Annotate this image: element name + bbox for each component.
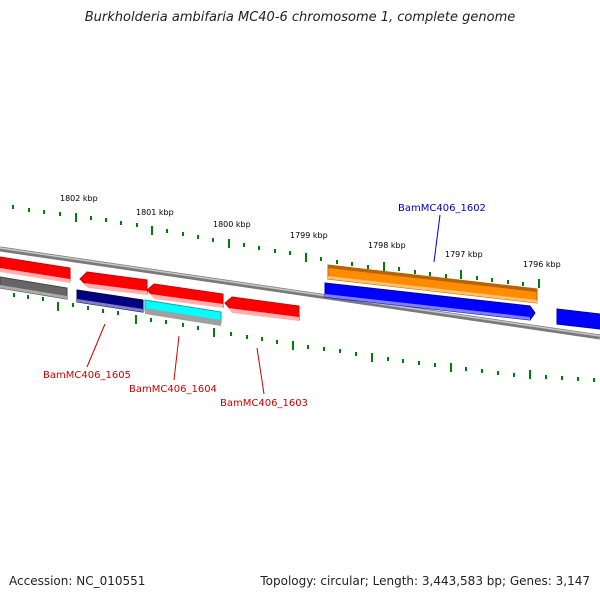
tick-label-1800: 1800 kbp bbox=[213, 220, 251, 229]
gene-label-1605[interactable]: BamMC406_1605 bbox=[43, 370, 131, 381]
tick-label-1797: 1797 kbp bbox=[445, 250, 483, 259]
tick-label-1799: 1799 kbp bbox=[290, 231, 328, 240]
gene-label-1603[interactable]: BamMC406_1603 bbox=[220, 398, 308, 409]
gene-label-1604[interactable]: BamMC406_1604 bbox=[129, 384, 217, 395]
gene-label-1602[interactable]: BamMC406_1602 bbox=[398, 203, 486, 214]
tick-label-1801: 1801 kbp bbox=[136, 208, 174, 217]
leader-line-1605 bbox=[86, 323, 106, 368]
leader-line-1602 bbox=[433, 214, 441, 263]
outer-tick-ring bbox=[12, 205, 540, 288]
tick-label-1798: 1798 kbp bbox=[368, 241, 406, 250]
inner-tick-ring bbox=[13, 293, 595, 382]
tick-label-1796: 1796 kbp bbox=[523, 260, 561, 269]
leader-line-1603 bbox=[256, 347, 265, 395]
genome-summary-text: Topology: circular; Length: 3,443,583 bp… bbox=[260, 574, 590, 588]
rrna-feature-blue-right[interactable] bbox=[556, 308, 600, 330]
accession-text: Accession: NC_010551 bbox=[9, 574, 146, 588]
map-title: Burkholderia ambifaria MC40-6 chromosome… bbox=[84, 10, 516, 25]
tick-label-1802: 1802 kbp bbox=[60, 194, 98, 203]
leader-line-1604 bbox=[173, 335, 180, 381]
